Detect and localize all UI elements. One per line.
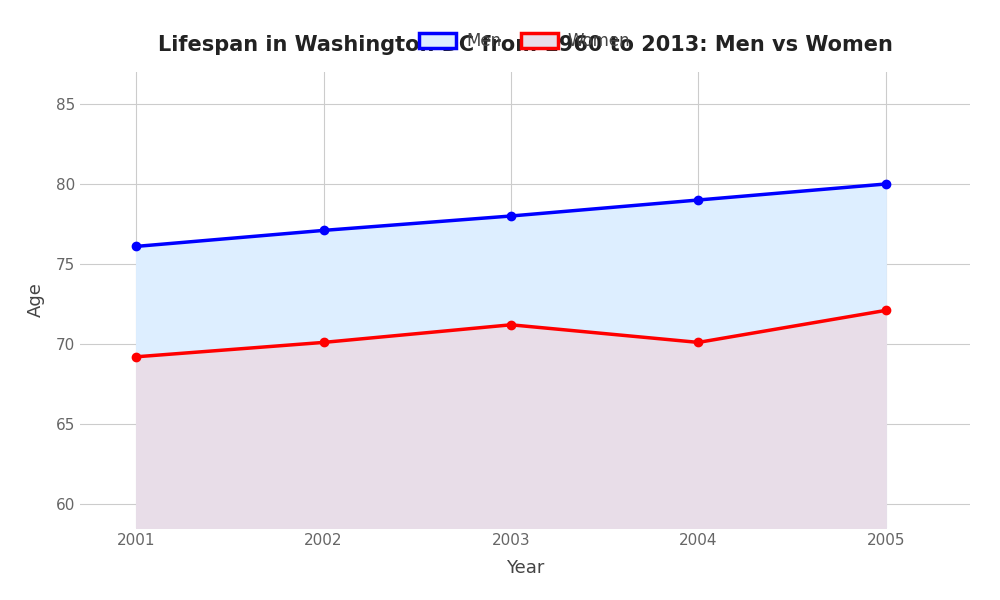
Title: Lifespan in Washington DC from 1960 to 2013: Men vs Women: Lifespan in Washington DC from 1960 to 2… <box>158 35 892 55</box>
Legend: Men, Women: Men, Women <box>413 26 637 57</box>
Y-axis label: Age: Age <box>27 283 45 317</box>
X-axis label: Year: Year <box>506 559 544 577</box>
